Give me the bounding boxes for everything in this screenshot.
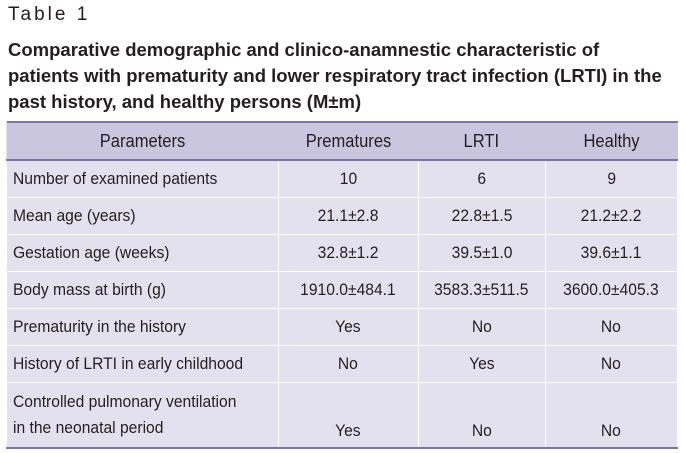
table-row: Mean age (years) 21.1±2.8 22.8±1.5 21.2±… — [6, 196, 679, 235]
row-parameter: History of LRTI in early childhood — [6, 344, 279, 383]
table-caption: Comparative demographic and clinico-anam… — [8, 39, 662, 112]
cell-prematures: 21.1±2.8 — [277, 196, 419, 235]
column-header-healthy: Healthy — [545, 121, 678, 161]
table-row: Controlled pulmonary ventilation in the … — [6, 381, 679, 449]
cell-lrti: No — [417, 307, 546, 346]
cell-healthy: No — [544, 307, 679, 346]
column-header-lrti: LRTI — [418, 121, 546, 161]
cell-prematures: 1910.0±484.1 — [277, 270, 419, 309]
row-parameter: Body mass at birth (g) — [6, 270, 279, 309]
cell-prematures: 32.8±1.2 — [277, 233, 419, 272]
cell-prematures: 10 — [277, 159, 419, 198]
table-number-label: Table 1 — [8, 4, 91, 25]
cell-lrti: 39.5±1.0 — [417, 233, 546, 272]
table-row: Gestation age (weeks) 32.8±1.2 39.5±1.0 … — [6, 233, 679, 272]
data-table: Parameters Prematures LRTI Healthy Numbe… — [6, 121, 679, 449]
cell-prematures: Yes — [277, 307, 419, 346]
cell-healthy: No — [544, 344, 679, 383]
row-parameter: Prematurity in the history — [6, 307, 279, 346]
row-parameter-line-2: in the neonatal period — [13, 417, 164, 437]
cell-lrti: No — [417, 381, 546, 449]
table-row: History of LRTI in early childhood No Ye… — [6, 344, 679, 383]
row-parameter: Number of examined patients — [6, 159, 279, 198]
row-parameter-line-1: Controlled pulmonary ventilation — [13, 391, 237, 411]
cell-lrti: 3583.3±511.5 — [417, 270, 546, 309]
cell-healthy: 21.2±2.2 — [544, 196, 679, 235]
table-row: Number of examined patients 10 6 9 — [6, 159, 679, 198]
row-parameter: Gestation age (weeks) — [6, 233, 279, 272]
table-header-row: Parameters Prematures LRTI Healthy — [6, 121, 678, 161]
table-row: Body mass at birth (g) 1910.0±484.1 3583… — [6, 270, 679, 309]
cell-healthy: 39.6±1.1 — [544, 233, 679, 272]
cell-lrti: Yes — [417, 344, 546, 383]
cell-healthy: 9 — [544, 159, 679, 198]
cell-prematures: No — [277, 344, 419, 383]
cell-healthy: 3600.0±405.3 — [544, 270, 679, 309]
cell-healthy: No — [544, 381, 679, 449]
cell-lrti: 22.8±1.5 — [417, 196, 546, 235]
column-header-parameters: Parameters — [6, 121, 279, 161]
table-row: Prematurity in the history Yes No No — [6, 307, 679, 346]
cell-prematures: Yes — [277, 381, 419, 449]
row-parameter: Controlled pulmonary ventilation in the … — [6, 381, 279, 449]
column-header-prematures: Prematures — [278, 121, 419, 161]
row-parameter: Mean age (years) — [6, 196, 279, 235]
cell-lrti: 6 — [417, 159, 546, 198]
